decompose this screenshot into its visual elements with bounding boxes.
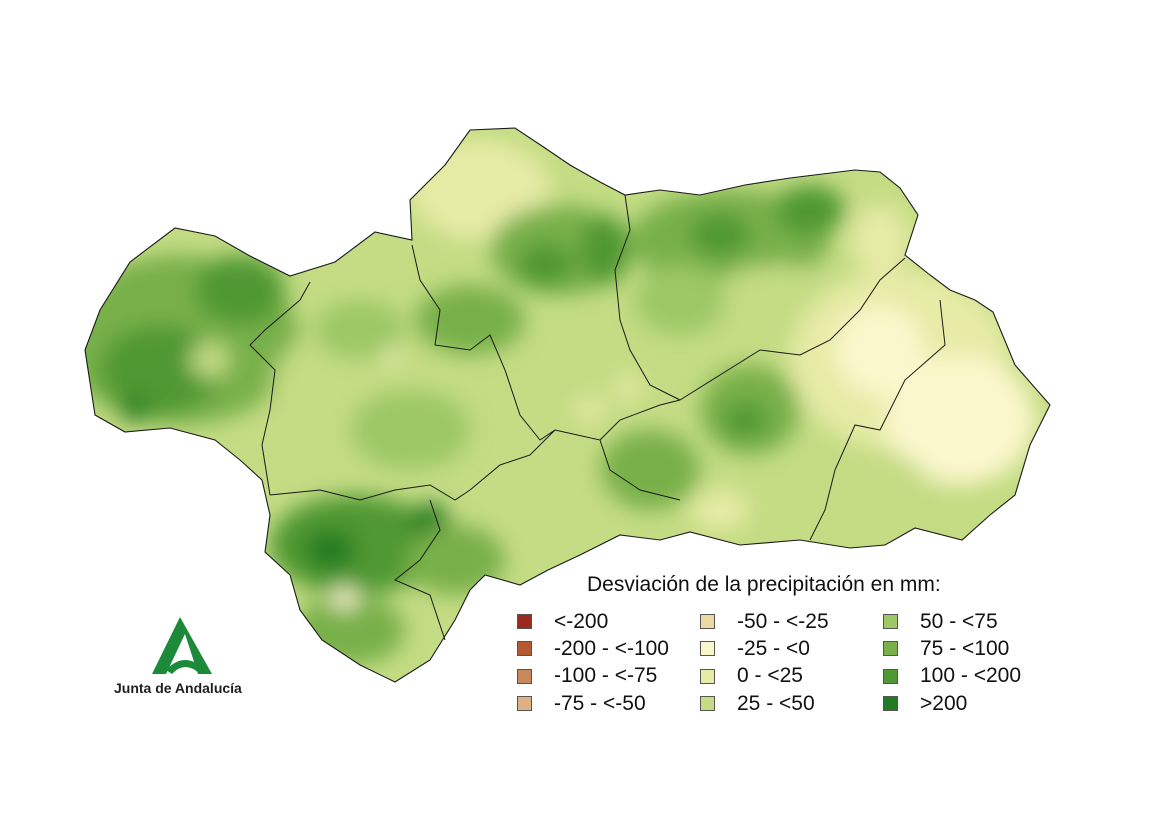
legend-swatch [700,668,715,684]
legend-item: -200 - <-100 [517,635,669,662]
legend-item: <-200 [517,608,669,635]
province-borders [249,194,946,641]
legend-label: 50 - <75 [920,609,998,633]
legend-swatch [883,614,898,630]
legend-swatch [700,614,715,630]
legend-label: 75 - <100 [920,636,1010,660]
legend-label: -25 - <0 [737,636,810,660]
border-sevilla-cordoba [411,244,556,441]
legend-item: 100 - <200 [883,663,1021,690]
legend-item: -50 - <-25 [700,608,829,635]
legend-label: >200 [920,691,968,715]
border-cadiz-malaga [394,499,446,641]
legend-item: 75 - <100 [883,635,1021,662]
legend-swatch [517,641,532,657]
legend-swatch [883,668,898,684]
border-sevilla-malaga [469,429,556,491]
legend-column-3: 50 - <75 75 - <100 100 - <200 >200 [883,608,1021,717]
legend-item: 0 - <25 [700,663,829,690]
legend-label: -100 - <-75 [554,664,658,688]
border-cordoba-granada [554,429,681,501]
border-jaen-granada [679,257,906,401]
region-outline [84,127,1051,683]
legend-title: Desviación de la precipitación en mm: [587,573,941,596]
legend-item: -75 - <-50 [517,690,669,717]
legend-item: 25 - <50 [700,690,829,717]
legend-label: 0 - <25 [737,664,803,688]
legend-item: 50 - <75 [883,608,1021,635]
legend-label: 25 - <50 [737,691,815,715]
logo-text: Junta de Andalucía [114,680,242,696]
legend-label: 100 - <200 [920,664,1022,688]
legend-swatch [883,696,898,712]
legend-label: -200 - <-100 [554,636,669,660]
border-granada-almeria [809,299,946,541]
border-huelva-sevilla [249,281,311,496]
legend-swatch [883,641,898,657]
legend-swatch [700,641,715,657]
border-cordoba-jaen [614,194,681,401]
legend-item: >200 [883,690,1021,717]
legend-column-2: -50 - <-25 -25 - <0 0 - <25 25 - <50 [700,608,829,717]
border-granada-malaga [599,399,681,441]
legend-swatch [517,696,532,712]
border-sevilla-cadiz [269,484,471,501]
legend-swatch [517,614,532,630]
legend-swatch [517,668,532,684]
legend-item: -25 - <0 [700,635,829,662]
legend-label: <-200 [554,609,609,633]
legend-swatch [700,696,715,712]
legend-label: -50 - <-25 [737,609,829,633]
junta-de-andalucia-logo [152,617,212,674]
legend-item: -100 - <-75 [517,663,669,690]
legend-label: -75 - <-50 [554,691,646,715]
legend-column-1: <-200 -200 - <-100 -100 - <-75 -75 - <-50 [517,608,669,717]
